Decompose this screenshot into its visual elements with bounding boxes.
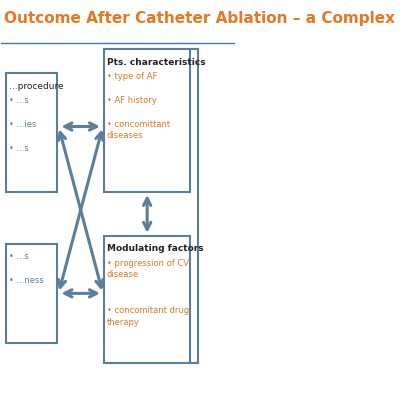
Text: • ...ness: • ...ness [9, 276, 44, 285]
Text: • ...s: • ...s [9, 96, 29, 105]
Text: • AF history: • AF history [107, 96, 156, 105]
Text: • progression of CV
disease: • progression of CV disease [107, 259, 189, 279]
Text: Pts. characteristics: Pts. characteristics [107, 58, 206, 67]
Text: Modulating factors: Modulating factors [107, 244, 204, 254]
Text: ...procedure: ...procedure [9, 82, 64, 91]
Text: • type of AF: • type of AF [107, 72, 157, 81]
FancyBboxPatch shape [6, 244, 57, 343]
Text: Outcome After Catheter Ablation – a Complex Scenario: Outcome After Catheter Ablation – a Comp… [4, 11, 400, 26]
Text: • ...s: • ...s [9, 252, 29, 262]
Text: • concomittant
diseases: • concomittant diseases [107, 120, 170, 140]
FancyBboxPatch shape [6, 73, 57, 192]
Text: • concomitant drug
therapy: • concomitant drug therapy [107, 306, 189, 326]
FancyBboxPatch shape [104, 236, 190, 363]
FancyBboxPatch shape [104, 49, 190, 192]
Text: • ...ies: • ...ies [9, 120, 36, 129]
Text: • ...s: • ...s [9, 144, 29, 152]
